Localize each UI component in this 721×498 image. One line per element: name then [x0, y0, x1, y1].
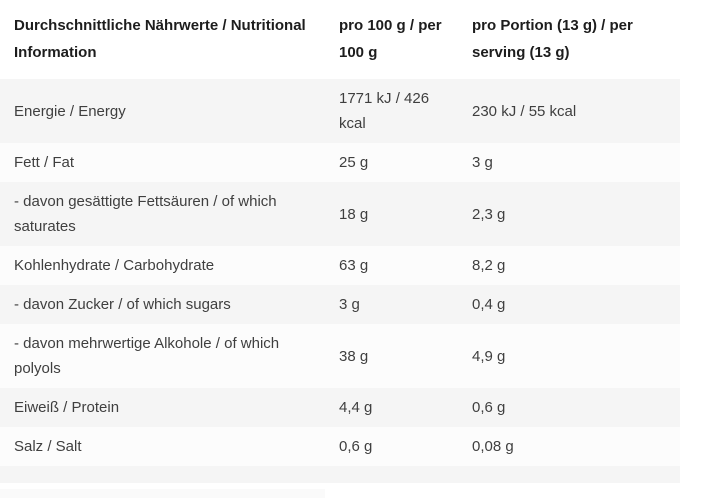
value-per-serving: 8,2 g — [472, 257, 506, 274]
row-label: Kohlenhydrate / Carbohydrate — [14, 257, 215, 274]
value-per-100g: 4,4 g — [339, 399, 373, 416]
header-per-serving: pro Portion (13 g) / per serving (13 g) — [458, 0, 680, 79]
nutrition-table: Durchschnittliche Nährwerte / Nutritiona… — [0, 0, 680, 466]
header-nutrition-information: Durchschnittliche Nährwerte / Nutritiona… — [0, 0, 325, 79]
table-row: - davon gesättigte Fettsäuren / of which… — [0, 182, 680, 246]
table-row: - davon Zucker / of which sugars 3 g 0,4… — [0, 285, 680, 324]
row-label: Fett / Fat — [14, 154, 75, 171]
row-label: - davon mehrwertige Alkohole / of which … — [14, 335, 280, 377]
value-per-100g: 1771 kJ / 426 kcal — [339, 90, 430, 132]
table-row: Eiweiß / Protein 4,4 g 0,6 g — [0, 388, 680, 427]
value-per-serving: 2,3 g — [472, 205, 506, 223]
value-per-serving: 0,4 g — [472, 296, 506, 313]
value-per-100g: 18 g — [339, 205, 369, 223]
value-per-serving: 230 kJ / 55 kcal — [472, 102, 577, 120]
header-per-100g: pro 100 g / per 100 g — [325, 0, 458, 79]
table-header-row: Durchschnittliche Nährwerte / Nutritiona… — [0, 0, 680, 79]
value-per-serving: 0,08 g — [472, 438, 514, 455]
table-row: - davon mehrwertige Alkohole / of which … — [0, 324, 680, 388]
value-per-100g: 38 g — [339, 347, 369, 365]
header-line: pro Portion (13 g) / per — [472, 17, 633, 34]
table-row: Energie / Energy 1771 kJ / 426 kcal 230 … — [0, 79, 680, 143]
partial-element-cutoff — [0, 489, 325, 498]
table-row: Kohlenhydrate / Carbohydrate 63 g 8,2 g — [0, 246, 680, 285]
header-line: serving (13 g) — [472, 44, 570, 61]
header-line: Durchschnittliche Nährwerte / Nutritiona… — [14, 17, 306, 34]
value-per-100g: 25 g — [339, 154, 369, 171]
value-per-100g: 3 g — [339, 296, 360, 313]
table-row: Fett / Fat 25 g 3 g — [0, 143, 680, 182]
partial-row-cutoff — [0, 466, 680, 483]
value-per-serving: 0,6 g — [472, 399, 506, 416]
header-line: pro 100 g / per — [339, 17, 442, 34]
row-label: - davon Zucker / of which sugars — [14, 296, 231, 313]
row-label: Eiweiß / Protein — [14, 399, 120, 416]
row-label: Energie / Energy — [14, 102, 126, 120]
value-per-100g: 0,6 g — [339, 438, 373, 455]
row-label: - davon gesättigte Fettsäuren / of which… — [14, 193, 277, 235]
header-line: Information — [14, 44, 97, 61]
value-per-serving: 4,9 g — [472, 347, 506, 365]
value-per-serving: 3 g — [472, 154, 493, 171]
row-label: Salz / Salt — [14, 438, 82, 455]
value-per-100g: 63 g — [339, 257, 369, 274]
header-line: 100 g — [339, 44, 378, 61]
table-row: Salz / Salt 0,6 g 0,08 g — [0, 427, 680, 466]
